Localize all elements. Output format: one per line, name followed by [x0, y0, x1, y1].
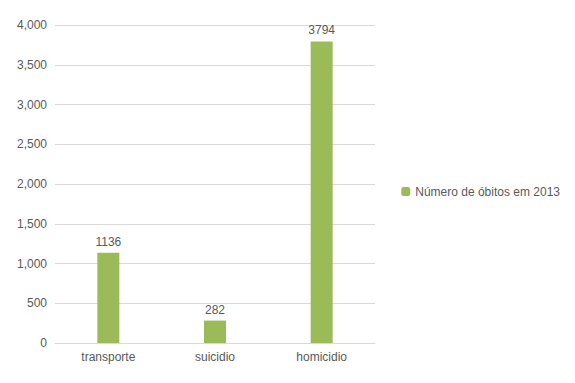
svg-text:homicidio: homicidio — [296, 350, 347, 364]
svg-text:1,000: 1,000 — [17, 257, 47, 271]
svg-text:Número de óbitos em 2013: Número de óbitos em 2013 — [415, 185, 560, 199]
svg-text:500: 500 — [27, 296, 47, 310]
svg-text:2,000: 2,000 — [17, 177, 47, 191]
svg-text:0: 0 — [40, 336, 47, 350]
svg-text:1,500: 1,500 — [17, 217, 47, 231]
svg-text:282: 282 — [205, 303, 225, 317]
svg-text:3,000: 3,000 — [17, 98, 47, 112]
svg-text:1136: 1136 — [95, 235, 121, 249]
svg-text:transporte: transporte — [81, 350, 135, 364]
svg-text:4,000: 4,000 — [17, 18, 47, 32]
svg-text:3794: 3794 — [308, 23, 335, 37]
svg-text:2,500: 2,500 — [17, 137, 47, 151]
svg-text:suicidio: suicidio — [195, 350, 235, 364]
svg-text:3,500: 3,500 — [17, 58, 47, 72]
